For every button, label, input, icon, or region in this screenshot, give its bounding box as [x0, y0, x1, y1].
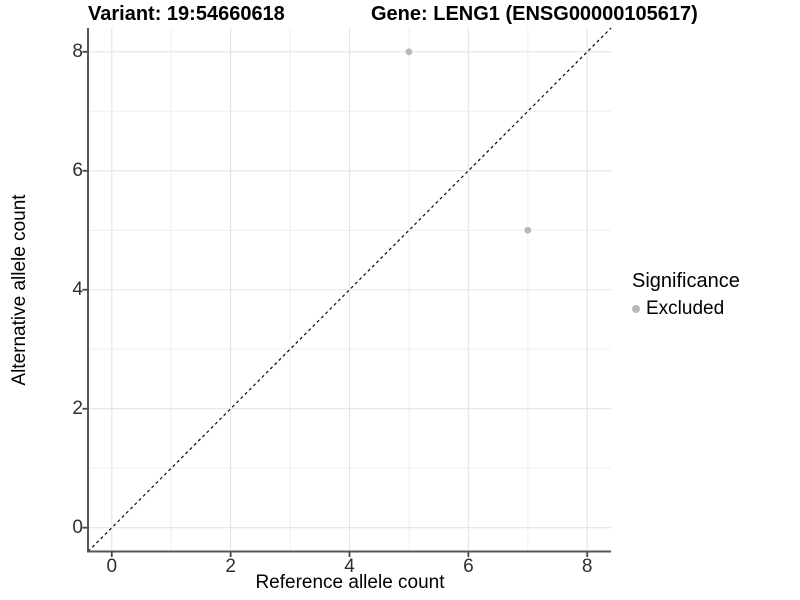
legend: Significance Excluded [632, 270, 740, 320]
legend-item: Excluded [632, 298, 740, 320]
y-tick-label: 6 [72, 159, 83, 181]
data-point [405, 48, 413, 56]
legend-swatch-dot-icon [632, 305, 640, 313]
y-axis-title: Alternative allele count [9, 194, 30, 386]
x-tick-label: 0 [106, 556, 118, 577]
legend-title: Significance [632, 270, 740, 292]
x-axis-title: Reference allele count [255, 572, 445, 593]
x-tick-label: 8 [581, 556, 593, 577]
plot-title-variant: Variant: 19:54660618 [88, 3, 285, 25]
x-tick-label: 4 [344, 556, 355, 577]
y-tick-label: 8 [72, 40, 83, 62]
plot-title-gene: Gene: LENG1 (ENSG00000105617) [371, 3, 698, 25]
legend-items: Excluded [632, 298, 740, 320]
x-tick-label: 6 [463, 556, 474, 577]
y-tick-label: 2 [72, 397, 83, 419]
legend-item-label: Excluded [646, 298, 725, 319]
y-tick-label: 4 [72, 278, 83, 300]
x-tick-label: 2 [225, 556, 236, 577]
data-point [524, 226, 532, 234]
y-tick-label: 0 [72, 516, 83, 538]
